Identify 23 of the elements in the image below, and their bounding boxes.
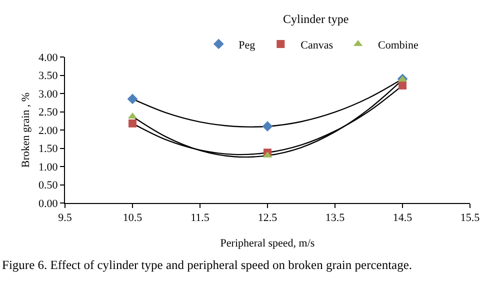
- x-axis-title: Peripheral speed, m/s: [220, 237, 315, 250]
- y-axis-title: Broken grain , %: [20, 92, 32, 168]
- x-tick-label: 13.5: [325, 212, 346, 224]
- y-tick-label: 1.00: [38, 161, 58, 174]
- y-tick-label: 4.00: [38, 52, 58, 64]
- y-tick-label: 0.50: [38, 180, 58, 192]
- x-tick-label: 12.5: [258, 212, 278, 224]
- y-tick-label: 1.50: [38, 143, 58, 156]
- y-tick-label: 2.00: [38, 124, 58, 137]
- x-tick-label: 14.5: [392, 212, 413, 224]
- y-tick-label: 3.00: [38, 88, 58, 100]
- legend-label: Combine: [378, 39, 418, 52]
- caption: Figure 6. Effect of cylinder type and peripheral speed on broken grain percentage.: [2, 258, 412, 272]
- y-tick-label: 0.00: [38, 198, 58, 210]
- x-tick-label: 15.5: [460, 212, 480, 224]
- legend-title: Cylinder type: [283, 12, 349, 26]
- x-tick-label: 11.5: [190, 212, 210, 224]
- y-tick-label: 3.50: [38, 70, 58, 82]
- y-tick-label: 2.50: [38, 106, 58, 119]
- x-tick-label: 9.5: [58, 212, 72, 224]
- x-tick-label: 10.5: [122, 212, 143, 224]
- legend-label: Peg: [238, 39, 256, 52]
- legend-label: Canvas: [300, 39, 334, 52]
